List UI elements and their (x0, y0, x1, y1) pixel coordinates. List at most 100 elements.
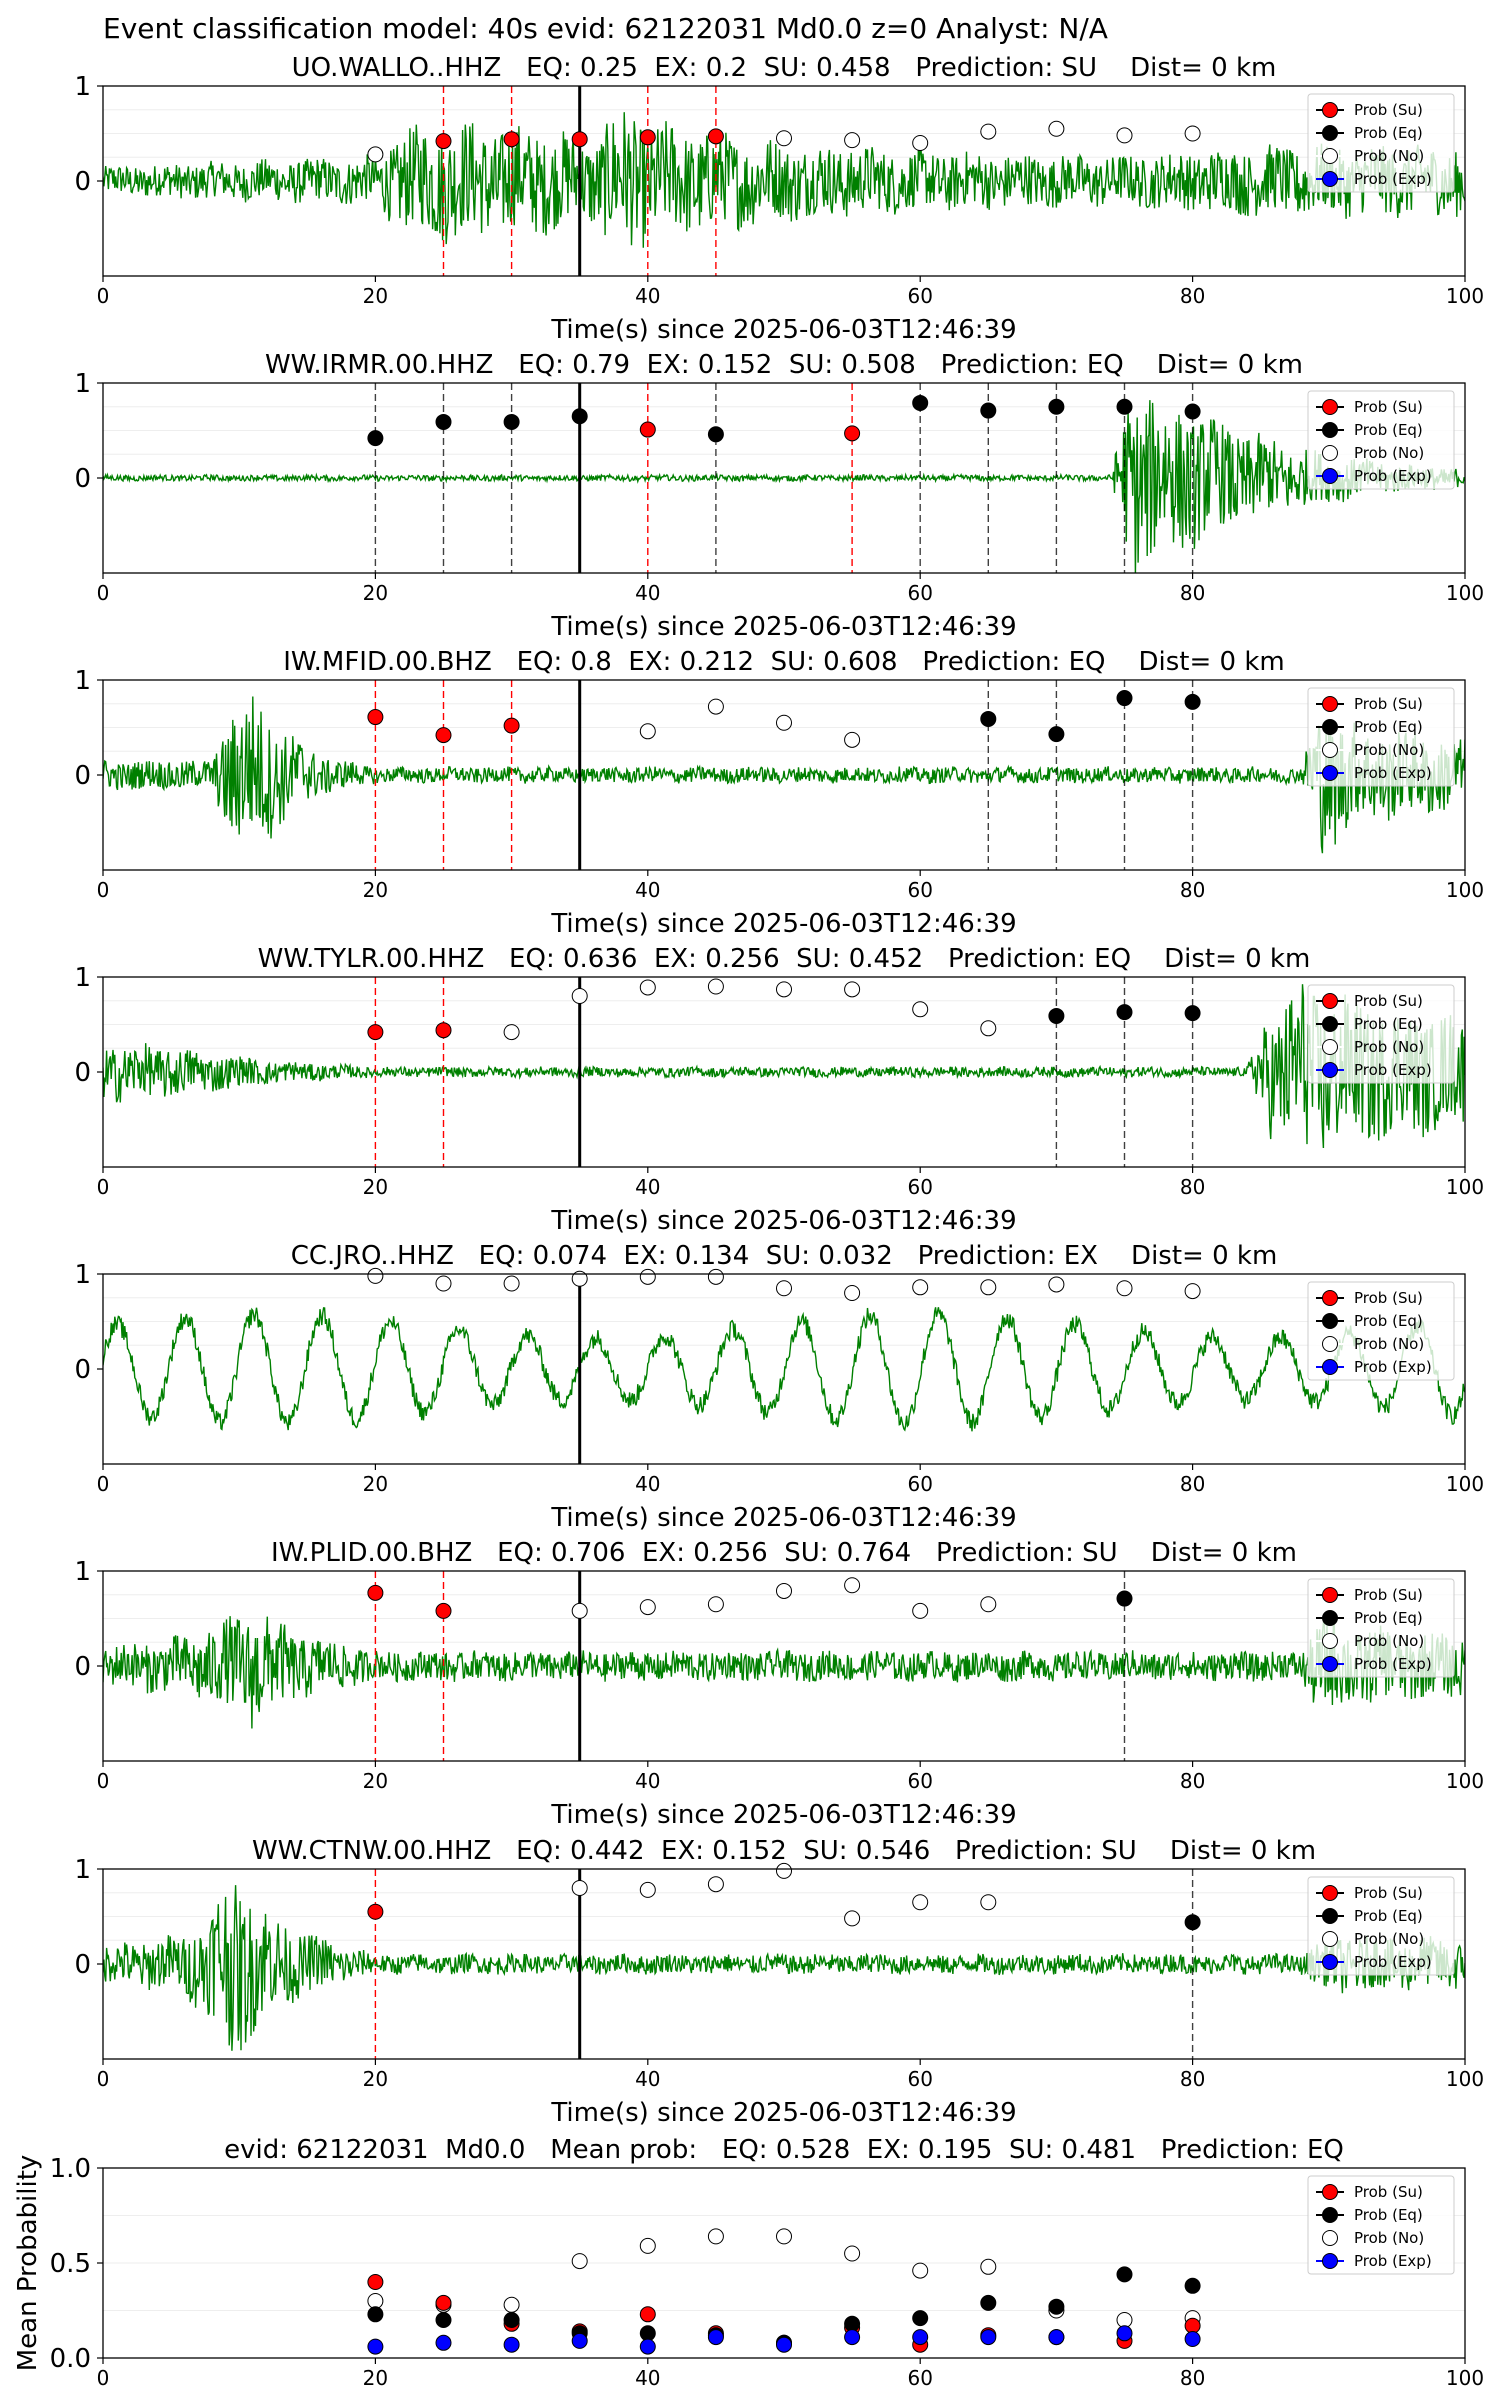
x-tick-label: 40 (635, 1769, 660, 1793)
point-eq (1048, 1007, 1065, 1024)
legend-marker-exp (1322, 1359, 1338, 1375)
legend-marker-eq (1322, 1313, 1338, 1329)
x-tick-label: 40 (635, 581, 660, 605)
y-tick-label: 1 (74, 369, 91, 399)
x-tick-label: 80 (1180, 284, 1205, 308)
x-tick-label: 100 (1446, 1769, 1484, 1793)
point-eq (980, 402, 997, 419)
legend-label-su: Prob (Su) (1354, 1289, 1423, 1307)
point-exp (1116, 2325, 1133, 2342)
x-tick-label: 100 (1446, 2067, 1484, 2091)
point-no (707, 698, 724, 715)
x-tick-label: 100 (1446, 1175, 1484, 1199)
x-tick-label: 80 (1180, 1769, 1205, 1793)
y-tick-label: 1 (74, 1855, 91, 1885)
x-axis-label: Time(s) since 2025-06-03T12:46:39 (550, 1206, 1016, 1236)
point-no (707, 1268, 724, 1285)
legend-marker-su (1322, 1587, 1338, 1603)
x-tick-label: 100 (1446, 1472, 1484, 1496)
y-tick-label: 0 (74, 1950, 91, 1980)
x-tick-label: 0 (97, 581, 110, 605)
legend-marker-exp (1322, 468, 1338, 484)
x-tick-label: 60 (907, 284, 932, 308)
point-eq (1116, 1590, 1133, 1607)
point-exp (1048, 2329, 1065, 2346)
waveform-trace (103, 112, 1465, 248)
point-su (367, 709, 384, 726)
legend-marker-su (1322, 1290, 1338, 1306)
y-tick-label: 0 (74, 761, 91, 791)
point-no (1116, 127, 1133, 144)
legend-marker-su (1322, 2184, 1338, 2200)
legend-label-eq: Prob (Eq) (1354, 421, 1423, 439)
point-no (776, 714, 792, 731)
station-panel-7: WW.CTNW.00.HHZ EQ: 0.442 EX: 0.152 SU: 0… (74, 1836, 1484, 2128)
x-tick-label: 20 (363, 2067, 388, 2091)
legend-label-su: Prob (Su) (1354, 2183, 1423, 2201)
panel-title: WW.CTNW.00.HHZ EQ: 0.442 EX: 0.152 SU: 0… (252, 1836, 1316, 1866)
point-eq (1184, 693, 1201, 710)
legend-marker-exp (1322, 765, 1338, 781)
y-tick-label: 0 (74, 1355, 91, 1385)
point-no (776, 2228, 792, 2245)
y-axis-label: Mean Probability (13, 2155, 43, 2372)
point-no (367, 2293, 384, 2309)
point-eq (571, 408, 588, 425)
x-tick-label: 80 (1180, 2067, 1205, 2091)
panel-title: WW.IRMR.00.HHZ EQ: 0.79 EX: 0.152 SU: 0.… (265, 350, 1303, 380)
x-tick-label: 100 (1446, 878, 1484, 902)
station-panel-4: WW.TYLR.00.HHZ EQ: 0.636 EX: 0.256 SU: 0… (74, 944, 1484, 1236)
x-tick-label: 40 (635, 2366, 660, 2390)
point-no (776, 981, 792, 998)
point-no (980, 1279, 997, 1296)
point-no (912, 1279, 929, 1296)
legend-label-no: Prob (No) (1354, 741, 1424, 759)
point-su (435, 133, 452, 150)
point-no (367, 1267, 384, 1284)
station-panel-6: IW.PLID.00.BHZ EQ: 0.706 EX: 0.256 SU: 0… (74, 1538, 1484, 1830)
panels: UO.WALLO..HHZ EQ: 0.25 EX: 0.2 SU: 0.458… (13, 53, 1484, 2390)
panel-title: evid: 62122031 Md0.0 Mean prob: EQ: 0.52… (224, 2135, 1344, 2165)
legend-frame (1307, 1281, 1455, 1381)
y-tick-label: 0.5 (50, 2249, 91, 2279)
legend-frame (1307, 1876, 1455, 1976)
x-tick-label: 60 (907, 581, 932, 605)
x-tick-label: 60 (907, 1769, 932, 1793)
x-tick-label: 0 (97, 1769, 110, 1793)
point-su (367, 1024, 384, 1041)
legend-frame (1307, 2175, 1455, 2275)
y-tick-label: 0 (74, 1652, 91, 1682)
legend-label-no: Prob (No) (1354, 1335, 1424, 1353)
x-tick-label: 0 (97, 284, 110, 308)
point-no (1184, 1283, 1201, 1300)
point-no (844, 731, 861, 748)
point-eq (1116, 690, 1133, 707)
legend-marker-no (1322, 445, 1338, 461)
point-no (912, 1894, 929, 1911)
legend-marker-eq (1322, 1908, 1338, 1924)
point-su (435, 1022, 452, 1039)
point-no (980, 123, 997, 140)
point-no (707, 1876, 724, 1893)
station-panel-2: WW.IRMR.00.HHZ EQ: 0.79 EX: 0.152 SU: 0.… (74, 350, 1484, 642)
point-exp (776, 2336, 792, 2353)
legend-marker-eq (1322, 1016, 1338, 1032)
legend-marker-no (1322, 1039, 1338, 1055)
point-eq (435, 2312, 452, 2328)
x-tick-label: 20 (363, 284, 388, 308)
point-eq (1184, 1914, 1201, 1931)
plot-area (103, 1571, 1465, 1761)
legend-label-su: Prob (Su) (1354, 992, 1423, 1010)
legend-marker-exp (1322, 2253, 1338, 2269)
legend-label-no: Prob (No) (1354, 2229, 1424, 2247)
legend-label-su: Prob (Su) (1354, 101, 1423, 119)
point-su (639, 2306, 656, 2323)
point-no (980, 1894, 997, 1911)
legend-marker-eq (1322, 422, 1338, 438)
point-no (912, 1602, 929, 1619)
point-no (776, 1862, 792, 1879)
point-no (912, 135, 929, 151)
point-no (503, 1275, 520, 1292)
point-su (435, 1602, 452, 1619)
